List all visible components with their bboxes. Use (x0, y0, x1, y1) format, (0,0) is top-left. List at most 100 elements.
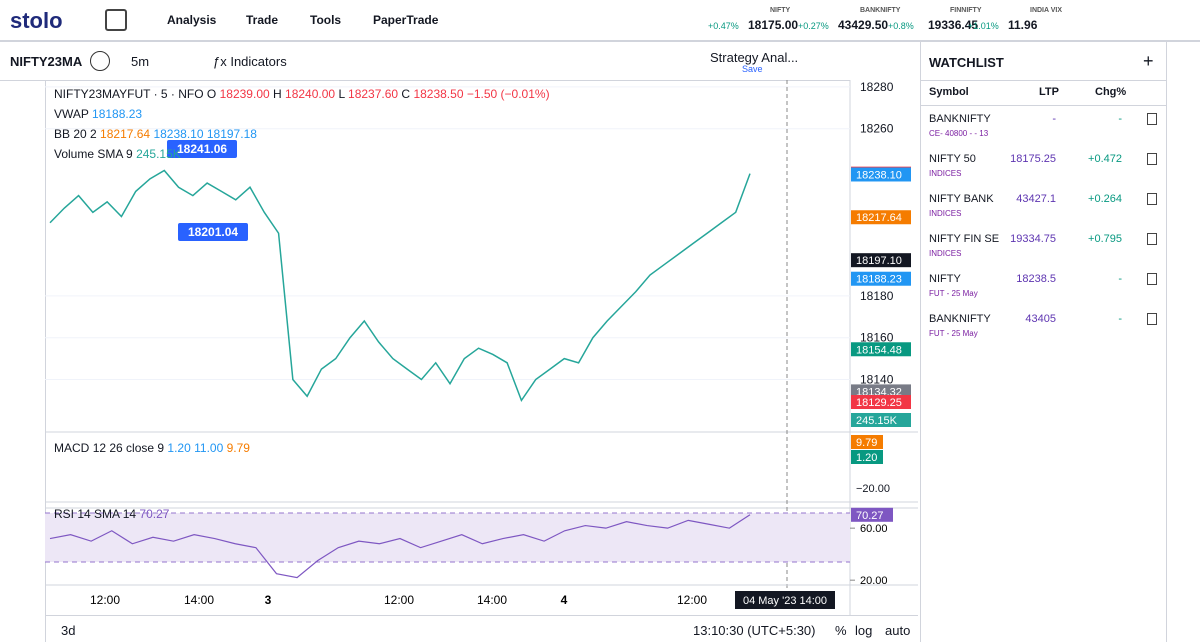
legend-line: NIFTY23MAYFUT · 5 · NFO O 18239.00 H 182… (54, 87, 550, 101)
clock: 13:10:30 (UTC+5:30) (693, 623, 816, 638)
time-label: 14:00 (184, 593, 214, 607)
callout-label: 18241.06 (177, 142, 227, 156)
row-symbol[interactable]: BANKNIFTY (929, 113, 991, 125)
index-price: 18175.00 (748, 18, 799, 32)
legend-part: Volume SMA 9 (54, 147, 133, 161)
price-label-box (851, 342, 911, 357)
indicators[interactable]: ƒx Indicators (213, 54, 287, 69)
footer: 3d 13:10:30 (UTC+5:30) % log auto (45, 615, 918, 643)
macd-label: 1.20 (856, 452, 877, 464)
delete-icon[interactable] (1147, 233, 1157, 245)
row-ltp: 43405 (1025, 313, 1056, 325)
legend-key: O (207, 87, 216, 101)
volume-label-box (851, 413, 911, 427)
menu-item[interactable]: Trade (246, 13, 279, 27)
price-label: 18188.23 (856, 274, 902, 286)
price-label-box (851, 271, 911, 286)
legend-key: C (401, 87, 410, 101)
log[interactable]: log (855, 623, 873, 638)
watchlist: WATCHLIST + Symbol LTP Chg% BANKNIFTY CE- 40… (920, 42, 1166, 642)
legend-part: 18197.18 (207, 127, 257, 141)
macd-label-box (851, 435, 883, 449)
column-header: LTP (1039, 86, 1059, 98)
legend-part: VWAP (54, 107, 89, 121)
delete-icon[interactable] (1147, 193, 1157, 205)
rsi-line (49, 514, 751, 579)
interval[interactable]: 5m (131, 54, 150, 69)
index-name: INDIA VIX (1030, 7, 1063, 14)
legend-value: 18238.50 (413, 87, 463, 101)
toolbar: NIFTY23MA 5m ƒx Indicators Strategy Anal… (0, 42, 918, 81)
row-ltp: 18238.5 (1016, 273, 1056, 285)
macd-label: 9.79 (856, 437, 877, 449)
row-sub: FUT - 25 May (929, 329, 978, 338)
y-tick-label: 18280 (860, 80, 894, 94)
y-tick-label: 18140 (860, 373, 894, 387)
menu-item[interactable]: Tools (310, 13, 342, 27)
row-chg: +0.472 (1088, 153, 1122, 165)
range[interactable]: 3d (61, 623, 76, 638)
time-label: 12:00 (677, 593, 707, 607)
legend-part: MACD (54, 441, 90, 455)
row-chg: +0.795 (1088, 233, 1122, 245)
indicator-legend: Volume SMA 9 245.15K (54, 147, 181, 161)
side-icons (1166, 42, 1200, 642)
price-label: 18217.64 (856, 212, 902, 224)
indicator-legend: VWAP 18188.23 (54, 107, 142, 121)
cursor-time: 04 May '23 14:00 (743, 595, 827, 607)
symbol[interactable]: NIFTY23MA (10, 54, 83, 69)
rsi-value: 70.27 (139, 507, 169, 521)
time-label: 14:00 (477, 593, 507, 607)
legend-value: 18237.60 (348, 87, 398, 101)
menu-item[interactable]: Analysis (167, 13, 217, 27)
price-label: 18154.48 (856, 344, 902, 356)
index-name: FINNIFTY (950, 7, 982, 14)
row-chg: +0.264 (1088, 193, 1122, 205)
strategy[interactable]: Strategy Anal... (710, 50, 799, 65)
rsi-legend: RSI 14 SMA 14 70.27 (54, 507, 170, 521)
index-price: 19336.45 (928, 18, 979, 32)
time-label: 12:00 (90, 593, 120, 607)
indicator-legend: BB 20 2 18217.64 18238.10 18197.18 (54, 127, 257, 141)
price-label-box (851, 210, 911, 225)
price-line (49, 169, 751, 403)
index-name: BANKNIFTY (860, 7, 901, 14)
delete-icon[interactable] (1147, 313, 1157, 325)
callout-box (167, 140, 237, 158)
auto[interactable]: auto (885, 623, 911, 638)
index-price: 11.96 (1008, 18, 1038, 32)
row-sub: INDICES (929, 209, 962, 218)
price-label-box (851, 167, 911, 182)
row-ltp: - (1052, 113, 1056, 125)
legend-change: −1.50 (−0.01%) (467, 87, 550, 101)
row-symbol[interactable]: NIFTY BANK (929, 193, 994, 205)
row-ltp: 19334.75 (1010, 233, 1056, 245)
logo[interactable]: stolo (10, 8, 63, 33)
time-label: 3 (265, 593, 272, 607)
rsi-params: 14 SMA 14 (77, 507, 136, 521)
row-symbol[interactable]: BANKNIFTY (929, 313, 991, 325)
home-icon[interactable] (105, 9, 127, 31)
delete-icon[interactable] (1147, 273, 1157, 285)
indicators-label: Indicators (230, 54, 287, 69)
index-change: +0.27% (798, 21, 829, 31)
percent[interactable]: % (835, 623, 847, 638)
menu-item[interactable]: PaperTrade (373, 13, 439, 27)
legend-part: 1.20 (167, 441, 191, 455)
column-header: Chg% (1095, 86, 1127, 98)
add-button[interactable]: + (1143, 51, 1154, 71)
row-chg: - (1118, 273, 1122, 285)
save[interactable]: Save (742, 64, 763, 74)
index-name: NIFTY (770, 7, 791, 14)
delete-icon[interactable] (1147, 153, 1157, 165)
row-symbol[interactable]: NIFTY (929, 273, 961, 285)
legend-part: 18238.10 (153, 127, 203, 141)
price-label: 18238.10 (856, 169, 902, 181)
rsi-name: RSI (54, 507, 74, 521)
row-symbol[interactable]: NIFTY FIN SER (929, 233, 999, 245)
legend-part: 11.00 (194, 441, 223, 455)
add-icon[interactable] (90, 51, 110, 71)
delete-icon[interactable] (1147, 113, 1157, 125)
row-symbol[interactable]: NIFTY 50 (929, 153, 976, 165)
legend-symbol: NIFTY23MAYFUT · 5 · NFO (54, 87, 204, 101)
